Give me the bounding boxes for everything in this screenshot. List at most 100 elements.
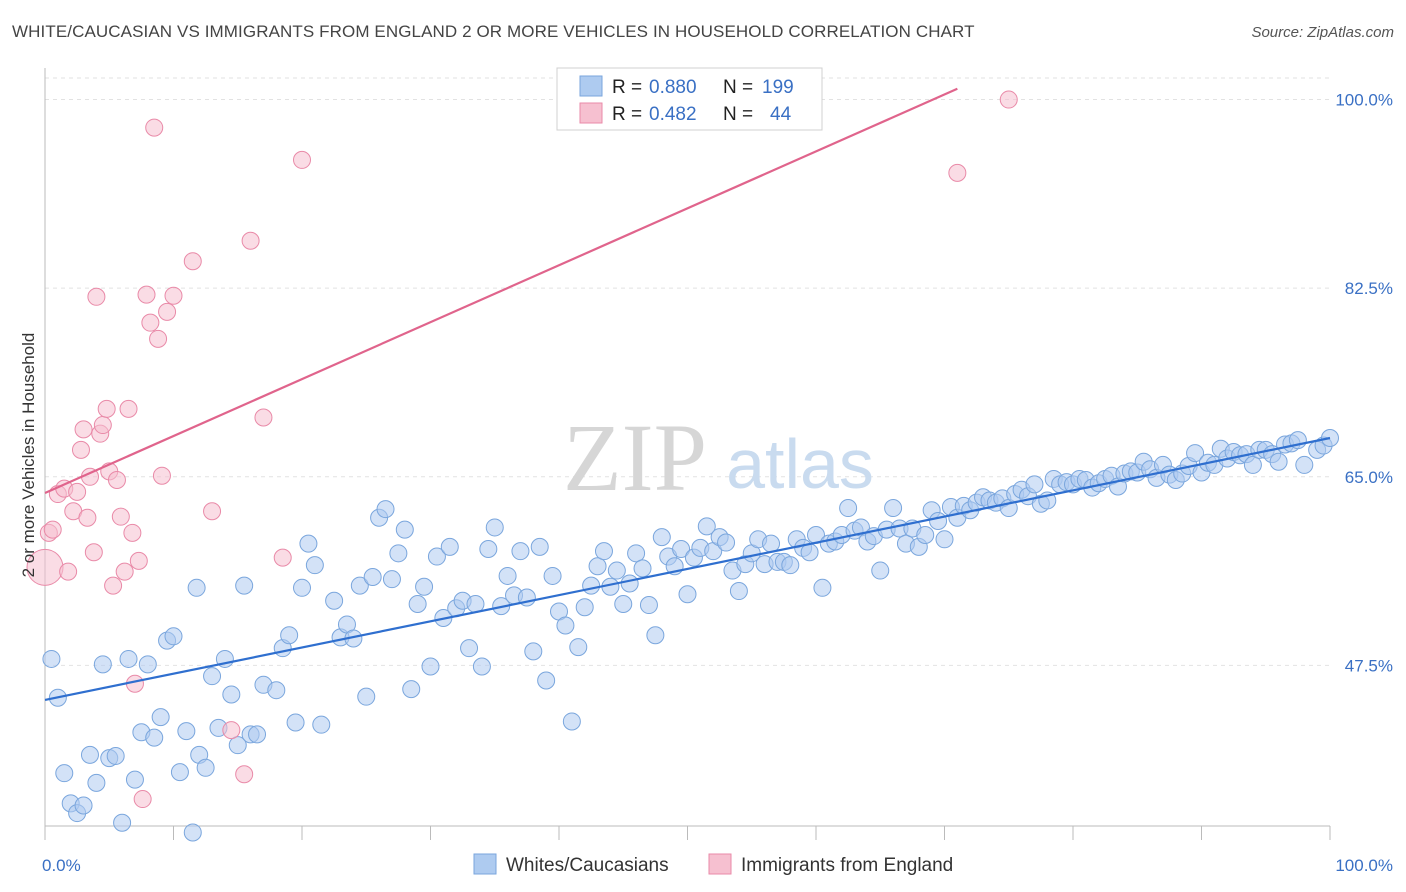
bottom-legend: Whites/Caucasians Immigrants from Englan… [473,853,953,876]
england-point-32 [158,302,177,321]
whites-point-58 [421,657,440,676]
source-label: Source: ZipAtlas.com [1251,24,1394,41]
whites-point-39 [293,578,311,597]
whites-point-84 [588,557,607,576]
whites-point-7 [87,773,106,792]
whites-point-68 [485,518,504,537]
watermark-atlas: atlas [726,425,874,503]
whites-point-79 [556,616,575,635]
england-point-29 [145,118,164,137]
england-point-9 [74,420,93,439]
whites-point-57 [415,577,434,596]
england-point-31 [152,466,171,485]
whites-point-19 [164,627,183,646]
whites-point-137 [929,511,948,530]
y-tick-labels: 47.5% 65.0% 82.5% 100.0% [1335,91,1393,676]
whites-point-64 [460,639,479,658]
whites-point-119 [813,578,832,597]
whites-point-11 [113,813,132,832]
whites-point-26 [203,667,222,686]
england-point-33 [164,286,183,305]
england-point-22 [119,399,138,418]
whites-point-56 [408,594,427,613]
england-point-37 [235,765,254,784]
england-point-39 [254,408,273,427]
england-point-34 [183,252,202,271]
whites-point-6 [80,745,99,764]
whites-point-80 [562,712,581,731]
whites-point-16 [145,728,164,747]
whites-point-2 [55,764,74,783]
whites-point-35 [267,681,286,700]
whites-point-98 [678,585,697,604]
england-point-7 [68,482,87,501]
england-point-23 [123,523,142,542]
whites-point-177 [1186,444,1205,463]
bottom-legend-whites: Whites/Caucasians [506,855,669,876]
whites-point-49 [363,568,382,587]
chart-title: WHITE/CAUCASIAN VS IMMIGRANTS FROM ENGLA… [12,22,975,41]
whites-point-67 [479,540,498,559]
whites-point-90 [627,544,646,563]
england-point-28 [141,313,160,332]
whites-point-94 [652,528,671,547]
whites-point-87 [607,561,626,580]
legend-r-label-blue: R = [612,77,642,98]
y-tick-label-2: 82.5% [1345,279,1393,298]
england-point-8 [71,440,90,459]
whites-point-104 [717,533,736,552]
england-point-27 [137,285,156,304]
y-axis-label: 2 or more Vehicles in Household [19,333,38,578]
bottom-legend-swatch-blue [473,853,497,875]
whites-point-92 [639,596,658,615]
whites-point-89 [620,574,639,593]
whites-point-106 [729,582,748,601]
whites-point-41 [305,556,324,575]
legend-swatch-blue [579,75,603,97]
legend-r-value-pink: 0.482 [649,104,697,125]
whites-point-25 [196,758,215,777]
whites-point-15 [138,655,157,674]
whites-point-0 [42,649,61,668]
whites-point-10 [106,746,125,765]
whites-point-52 [382,570,401,589]
legend-swatch-pink [579,102,603,124]
legend-r-value-blue: 0.880 [649,77,697,98]
whites-point-194 [1295,455,1314,474]
whites-point-81 [569,638,588,657]
legend-box: R = 0.880 N = 199 R = 0.482 N = 44 [556,67,823,131]
series-england-points [26,90,1018,809]
trend-lines [44,87,1331,701]
whites-point-38 [286,713,305,732]
whites-point-82 [575,598,594,617]
whites-point-88 [614,594,633,613]
whites-point-47 [350,576,369,595]
england-point-43 [999,90,1018,109]
x-tick-label-0: 0.0% [42,856,81,875]
whites-point-123 [839,499,858,518]
whites-point-51 [376,500,395,519]
whites-point-77 [543,566,562,585]
whites-point-61 [440,537,459,556]
watermark: ZIP atlas [563,404,874,511]
whites-point-59 [427,547,446,566]
england-point-2 [43,520,62,539]
whites-point-22 [183,823,202,842]
whites-point-75 [530,537,549,556]
legend-n-label-blue: N = [723,77,753,98]
whites-point-72 [511,542,530,561]
whites-point-135 [916,525,935,544]
whites-point-21 [177,722,196,741]
whites-point-152 [1025,475,1044,494]
legend-n-value-pink: 44 [770,104,792,125]
whites-point-111 [762,534,781,553]
whites-point-12 [119,649,138,668]
y-tick-label-1: 65.0% [1345,468,1393,487]
whites-point-37 [280,626,299,645]
whites-point-5 [74,796,93,815]
bottom-legend-england: Immigrants from England [741,855,953,876]
whites-point-70 [498,566,517,585]
england-point-35 [203,502,222,521]
whites-trend-line [44,436,1331,701]
england-point-25 [129,551,148,570]
